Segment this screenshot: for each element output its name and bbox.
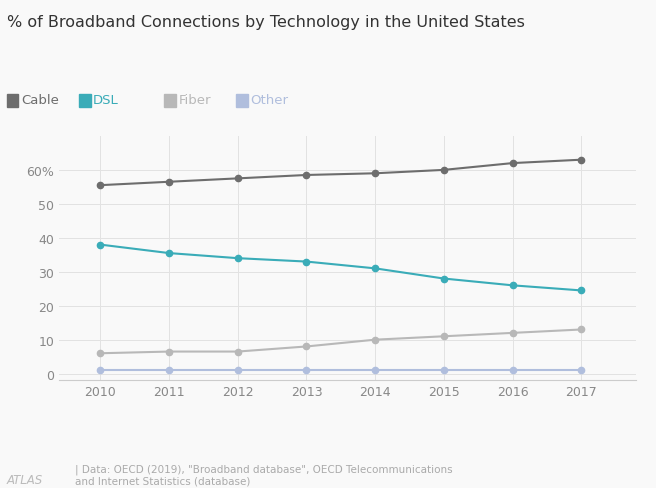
Text: Cable: Cable [21, 94, 59, 106]
Text: % of Broadband Connections by Technology in the United States: % of Broadband Connections by Technology… [7, 15, 524, 30]
Text: Other: Other [251, 94, 289, 106]
Text: DSL: DSL [93, 94, 119, 106]
Text: ATLAS: ATLAS [7, 472, 43, 486]
Text: Fiber: Fiber [178, 94, 211, 106]
Text: | Data: OECD (2019), "Broadband database", OECD Telecommunications
and Internet : | Data: OECD (2019), "Broadband database… [75, 464, 453, 486]
